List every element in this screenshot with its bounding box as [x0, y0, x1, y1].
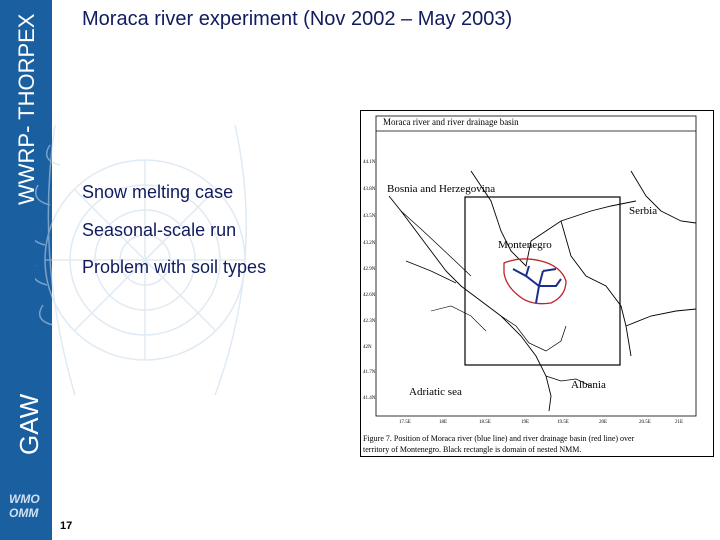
lat-tick: 41.7N — [363, 370, 376, 375]
lat-tick: 41.4N — [363, 396, 376, 401]
label-adriatic-sea: Adriatic sea — [409, 386, 462, 398]
label-serbia: Serbia — [629, 205, 657, 217]
lon-tick: 17.5E — [399, 420, 411, 425]
label-bosnia: Bosnia and Herzegovina — [387, 183, 495, 195]
map-title: Moraca river and river drainage basin — [383, 117, 519, 127]
drainage-basin-outline — [503, 258, 567, 305]
map-caption-line1: Figure 7. Position of Moraca river (blue… — [363, 434, 635, 443]
moraca-basin-map: Moraca river and river drainage basin Bo… — [360, 110, 714, 457]
label-montenegro: Montenegro — [498, 239, 552, 251]
lat-tick: 43.8N — [363, 187, 376, 192]
nmm-domain-rectangle — [464, 196, 621, 366]
lon-tick: 20E — [599, 420, 607, 425]
lat-tick: 44.1N — [363, 160, 376, 165]
lon-tick: 19E — [521, 420, 529, 425]
lon-tick: 21E — [675, 420, 683, 425]
map-caption-line2: territory of Montenegro. Black rectangle… — [363, 445, 581, 454]
lat-tick: 42.9N — [363, 267, 376, 272]
lat-tick: 42.3N — [363, 319, 376, 324]
lat-tick: 42N — [363, 345, 372, 350]
left-sidebar: WWRP- THORPEX GAW WMO OMM — [0, 0, 52, 540]
un-emblem-watermark-icon — [35, 124, 247, 396]
bullet-text: Problem with soil types — [82, 257, 267, 277]
slide-title: Moraca river experiment (Nov 2002 – May … — [82, 8, 513, 30]
lat-tick: 43.2N — [363, 241, 376, 246]
wmo-logo-line2: OMM — [9, 506, 39, 520]
lon-tick: 19.5E — [557, 420, 569, 425]
lat-tick: 43.5N — [363, 214, 376, 219]
lon-tick: 18.5E — [479, 420, 491, 425]
bullet-text: Seasonal-scale run — [82, 220, 237, 240]
wmo-logo: WMO OMM — [9, 492, 40, 520]
lat-tick: 42.6N — [363, 293, 376, 298]
bullet-text: Snow melting case — [82, 182, 234, 202]
slide-number: 17 — [60, 520, 73, 532]
lon-tick: 18E — [439, 420, 447, 425]
label-albania: Albania — [571, 379, 606, 391]
lon-tick: 20.5E — [639, 420, 651, 425]
wmo-logo-line1: WMO — [9, 492, 40, 506]
